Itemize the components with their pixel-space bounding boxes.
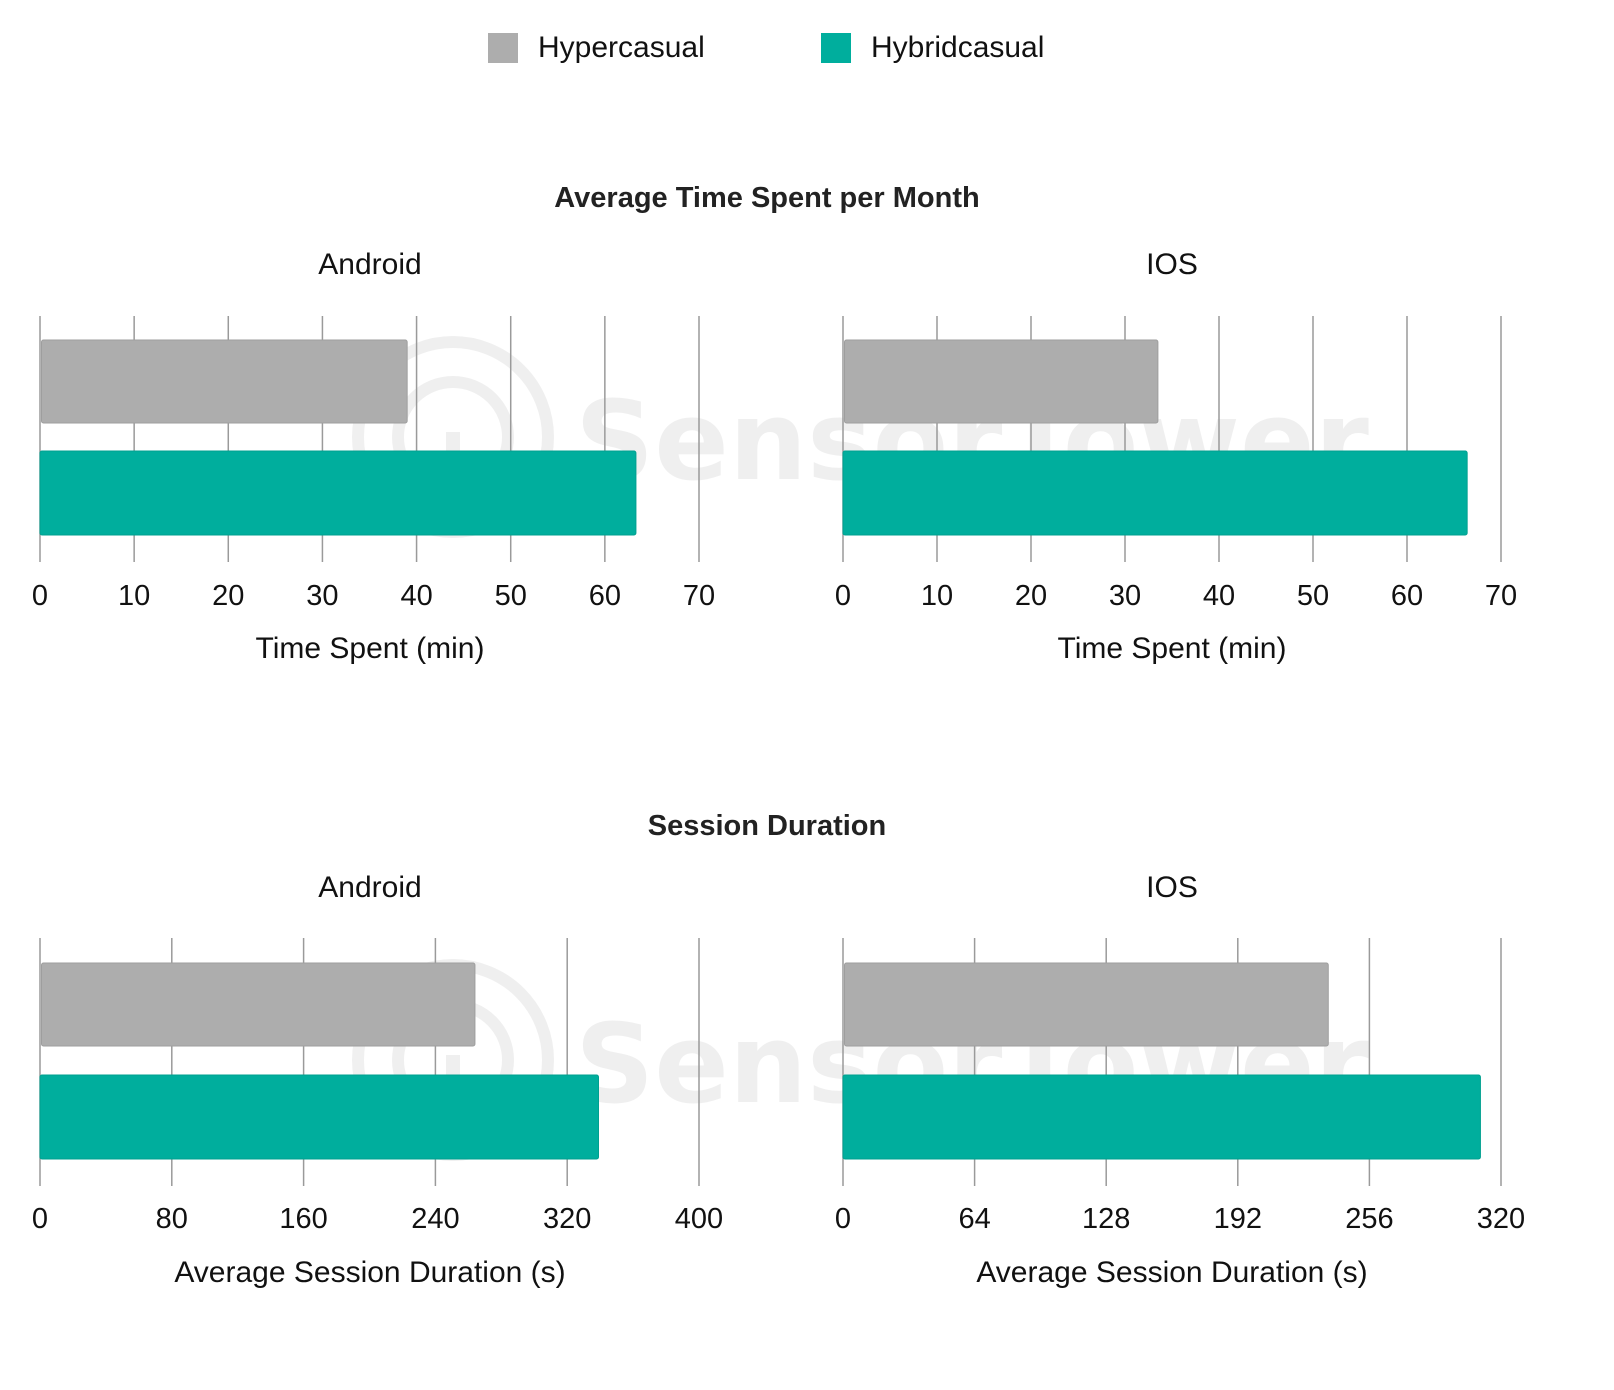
tick-label: 60 [1391, 580, 1423, 612]
panel-title: Android [318, 248, 421, 281]
bar-hybridcasual [842, 1074, 1481, 1160]
legend-label-hypercasual: Hypercasual [538, 31, 705, 64]
bar-hypercasual [844, 339, 1159, 424]
tick-label: 320 [1477, 1203, 1525, 1235]
legend: Hypercasual Hybridcasual [0, 28, 1614, 68]
tick-label: 256 [1345, 1203, 1393, 1235]
tick-label: 50 [1297, 580, 1329, 612]
tick-label: 20 [1015, 580, 1047, 612]
x-axis-label: Average Session Duration (s) [174, 1256, 565, 1289]
tick-label: 30 [1109, 580, 1141, 612]
tick-label: 0 [835, 1203, 851, 1235]
tick-label: 0 [835, 580, 851, 612]
section-title-time-spent: Average Time Spent per Month [554, 182, 980, 214]
legend-swatch-hypercasual [488, 33, 518, 63]
bar-hybridcasual [842, 450, 1468, 536]
legend-item-hybridcasual[interactable]: Hybridcasual [821, 28, 1044, 68]
tick-label: 40 [1203, 580, 1235, 612]
tick-label: 80 [156, 1203, 188, 1235]
panel-title: IOS [1146, 871, 1198, 904]
chart-panel-3: 0 64 128 192 256 320 IOS Average Session Durati… [835, 871, 1525, 1289]
tick-label: 20 [212, 580, 244, 612]
panel-title: IOS [1146, 248, 1198, 281]
chart-panel-2: 0 80 160 240 320 400 Android Average Session Du… [32, 871, 723, 1289]
bar-hypercasual [41, 962, 476, 1047]
bar-hybridcasual [39, 1074, 600, 1160]
section-title-session-duration: Session Duration [647, 810, 887, 842]
tick-label: 10 [921, 580, 953, 612]
tick-label: 60 [589, 580, 621, 612]
legend-swatch-hybridcasual [821, 33, 851, 63]
legend-item-hypercasual[interactable]: Hypercasual [488, 28, 705, 68]
tick-label: 40 [400, 580, 432, 612]
tick-label: 160 [279, 1203, 327, 1235]
chart-panel-1: 0 10 20 30 40 50 60 70 IOS Time Spent (min) [835, 248, 1517, 665]
bar-hypercasual [41, 339, 408, 424]
tick-label: 30 [306, 580, 338, 612]
legend-label-hybridcasual: Hybridcasual [871, 31, 1045, 64]
tick-label: 0 [32, 580, 48, 612]
tick-label: 240 [411, 1203, 459, 1235]
x-axis-label: Average Session Duration (s) [976, 1256, 1367, 1289]
x-axis-label: Time Spent (min) [1058, 632, 1287, 665]
tick-label: 320 [543, 1203, 591, 1235]
bar-hybridcasual [39, 450, 637, 536]
x-axis-label: Time Spent (min) [256, 632, 485, 665]
tick-label: 70 [683, 580, 715, 612]
tick-label: 50 [495, 580, 527, 612]
tick-label: 10 [118, 580, 150, 612]
tick-label: 400 [675, 1203, 723, 1235]
tick-label: 64 [958, 1203, 990, 1235]
chart-panel-0: 0 10 20 30 40 50 60 70 Android Time Spent (min) [32, 248, 715, 665]
tick-label: 0 [32, 1203, 48, 1235]
bar-hypercasual [844, 962, 1329, 1047]
tick-label: 192 [1214, 1203, 1262, 1235]
tick-label: 128 [1082, 1203, 1130, 1235]
panel-title: Android [318, 871, 421, 904]
tick-label: 70 [1485, 580, 1517, 612]
